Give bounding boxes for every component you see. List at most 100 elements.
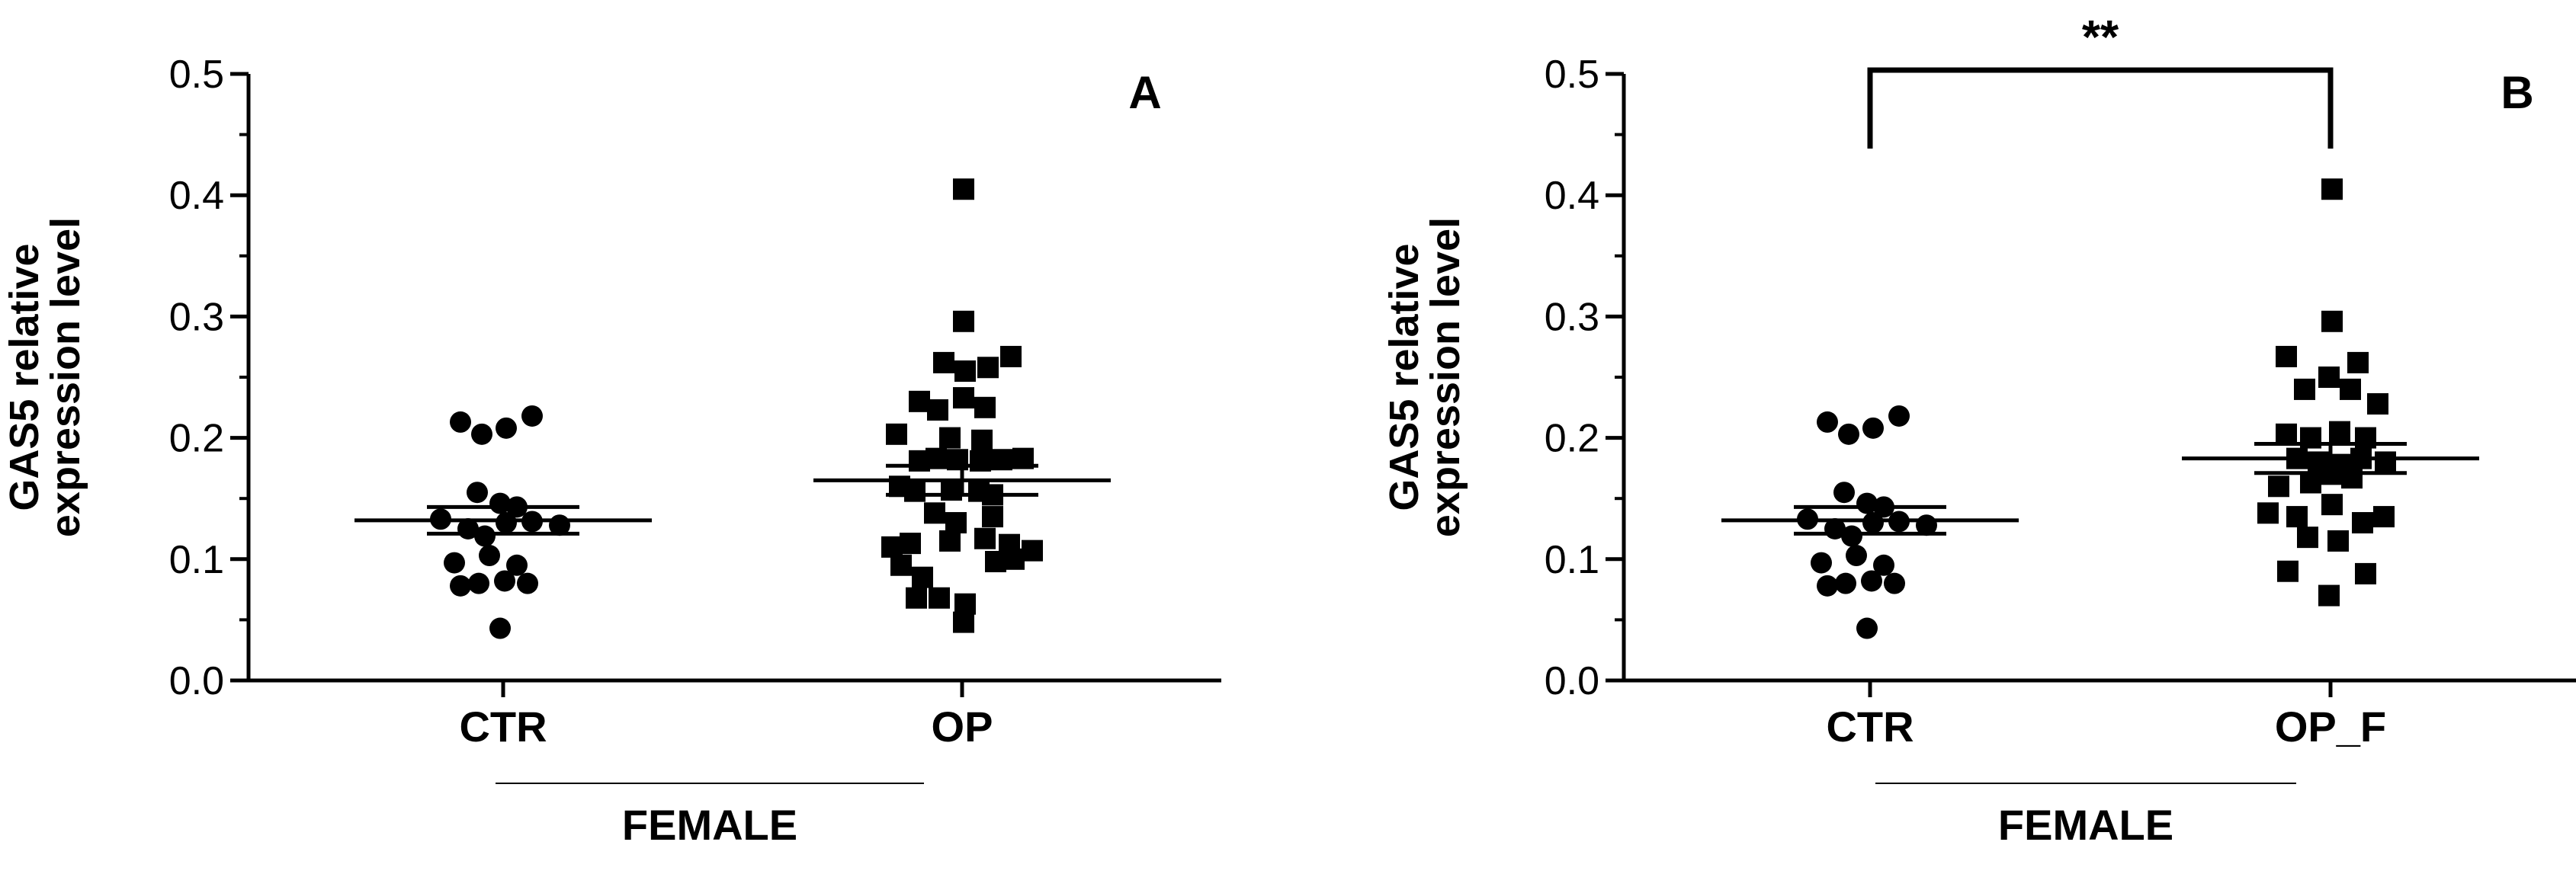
data-point-op [933,351,954,373]
data-point-op [939,427,961,449]
data-point-op-f [2367,393,2388,415]
data-point-op-f [2268,475,2289,498]
data-point-ctr [474,525,496,547]
data-point-op [927,399,948,421]
data-point-op-f [2318,584,2340,607]
data-point-ctr [1811,552,1832,574]
data-point-op-f [2276,345,2297,367]
data-point-ctr [496,512,517,534]
data-point-ctr [479,545,500,567]
data-point-op [954,593,976,615]
data-point-ctr [450,411,471,433]
y-tick-label: 0.2 [1545,417,1599,461]
data-point-ctr [1862,512,1884,534]
data-point-op [970,450,991,472]
data-point-op-f [2341,467,2363,489]
data-point-ctr [467,482,488,504]
data-point-ctr [1817,575,1838,597]
data-point-ctr [1884,572,1905,594]
data-point-op-f [2294,378,2315,400]
data-point-op-f [2347,351,2369,373]
data-point-op [953,611,974,633]
data-point-op-f [2277,560,2299,582]
data-point-ctr [471,423,492,445]
y-axis-label-line: GAS5 relative [1381,243,1427,511]
panel-b: 0.0 0.1 0.2 0.3 0.4 0.5 GAS5 relativeexpressio… [1381,11,2576,849]
y-tick-label: 0.2 [169,417,224,461]
data-point-ctr [1817,411,1838,433]
data-point-op [953,387,974,409]
data-point-op-f [2321,494,2343,516]
data-point-op [886,423,907,445]
y-tick-label: 0.5 [1545,53,1599,97]
y-tick-label: 0.1 [1545,538,1599,582]
data-point-op-f [2297,527,2318,549]
data-point-op-f [2373,506,2395,528]
data-point-op [904,480,925,502]
data-point-op [906,587,927,609]
data-point-op-f [2286,506,2308,528]
data-point-ctr [1835,572,1856,594]
data-point-op [912,566,933,588]
data-point-op [1000,345,1022,367]
data-point-op [954,360,976,383]
data-point-op [924,502,945,524]
significance-label: ** [2082,11,2119,64]
data-point-op-f [2340,378,2361,400]
data-point-op-f [2321,310,2343,332]
y-axis-label-line: GAS5 relative [2,243,47,511]
x-tick-label: OP [932,703,993,751]
y-tick-label: 0.3 [1545,295,1599,339]
y-tick-label: 0.0 [1545,659,1599,703]
data-point-op-f [2276,423,2297,445]
data-point-ctr [1838,423,1859,445]
data-point-op [900,533,921,555]
data-point-op-f [2300,472,2321,494]
data-point-ctr [1856,617,1878,639]
data-point-op-f [2327,530,2349,552]
significance-bracket [1867,67,2334,149]
x-tick-label: OP_F [2275,703,2386,751]
data-point-op [974,396,996,418]
data-point-op [974,527,996,549]
data-point-ctr [1888,405,1910,427]
y-tick-label: 0.1 [169,538,224,582]
panel-label: A [1128,67,1161,118]
data-point-op [929,587,950,609]
data-point-op-f [2329,421,2350,443]
data-point-op-f [2352,512,2373,534]
y-tick-label: 0.3 [169,295,224,339]
data-point-op-f [2257,502,2279,524]
group-label: FEMALE [622,801,797,849]
data-point-ctr [1833,482,1855,504]
data-point-ctr [1846,545,1867,567]
y-axis-label-line: expression level [1423,217,1468,537]
y-tick-label: 0.4 [1545,174,1599,218]
data-point-op [890,554,912,576]
data-point-op [909,390,930,412]
data-point-op [945,512,967,534]
data-point-ctr [444,552,465,574]
y-tick-label: 0.5 [169,53,224,97]
data-point-op [971,429,993,451]
data-point-ctr [450,575,471,597]
group-label: FEMALE [1998,801,2173,849]
x-tick-label: CTR [1826,703,1914,751]
data-point-op [982,506,1003,528]
data-point-op-f [2375,451,2396,473]
data-point-op [1022,539,1043,562]
data-point-op [953,310,974,332]
data-point-op-f [2355,562,2376,584]
y-tick-label: 0.4 [169,174,224,218]
y-tick-label: 0.0 [169,659,224,703]
data-point-op-f [2321,178,2343,200]
data-point-op [953,178,974,200]
panel-label: B [2501,67,2533,118]
data-point-op [977,357,999,379]
data-point-op [985,550,1006,572]
data-point-ctr [489,617,511,639]
data-point-op [941,479,962,501]
data-point-op [939,530,961,552]
